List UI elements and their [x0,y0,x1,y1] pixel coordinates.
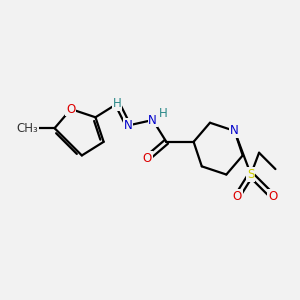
Text: S: S [247,168,255,181]
Text: H: H [159,107,167,120]
Text: CH₃: CH₃ [16,122,38,135]
Text: N: N [124,119,133,132]
Text: N: N [148,113,157,127]
Text: O: O [142,152,152,165]
Text: H: H [113,97,122,110]
Text: N: N [230,124,239,137]
Text: O: O [232,190,242,203]
Text: O: O [66,103,76,116]
Text: O: O [268,190,277,203]
